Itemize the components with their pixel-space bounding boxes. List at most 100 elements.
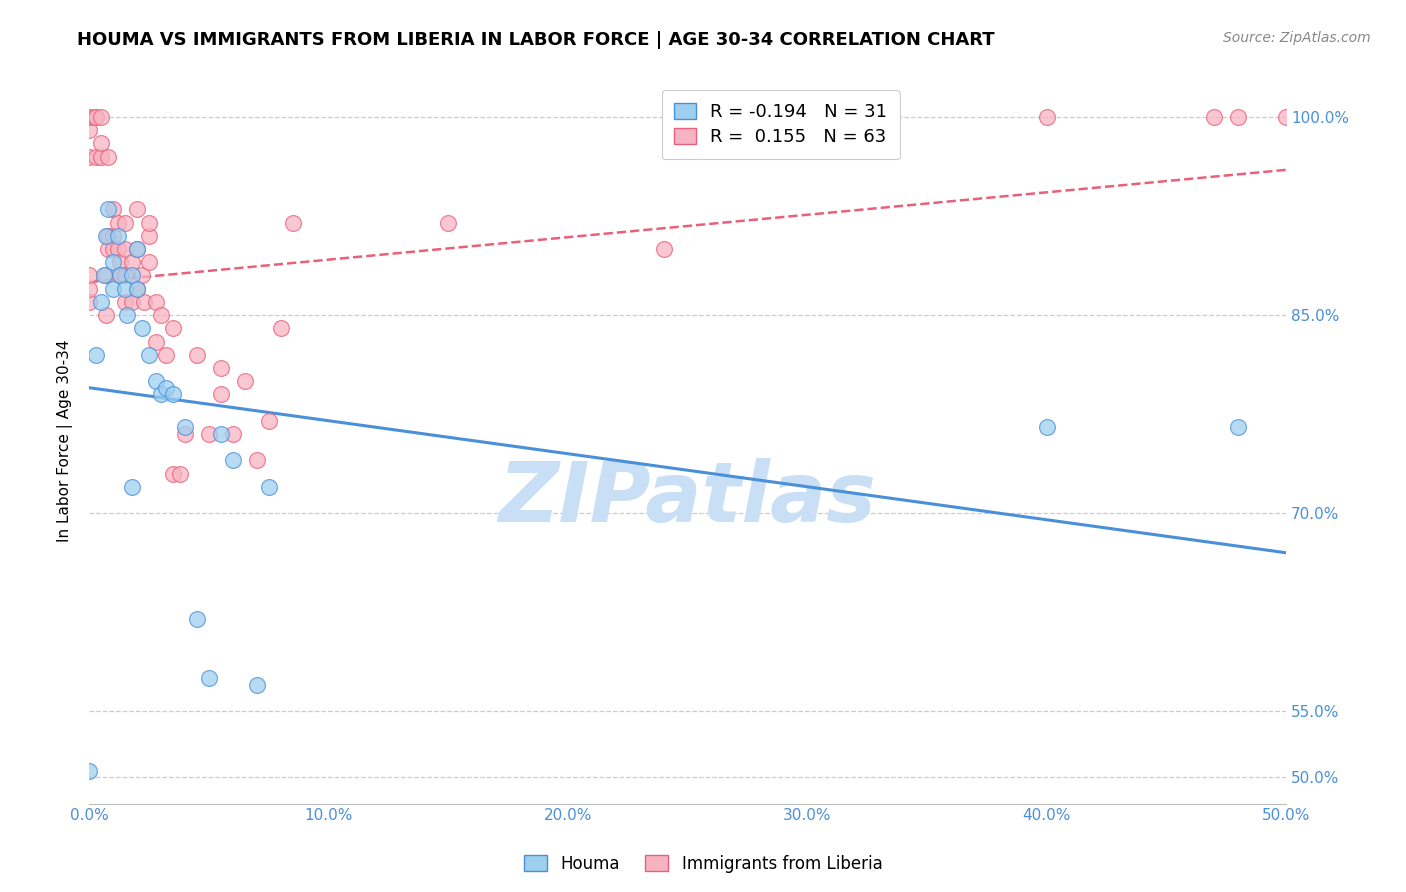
Houma bbox=[1035, 420, 1057, 434]
Immigrants from Liberia bbox=[270, 321, 292, 335]
Houma bbox=[90, 294, 112, 309]
Immigrants from Liberia bbox=[233, 374, 256, 388]
Immigrants from Liberia bbox=[107, 216, 129, 230]
Houma bbox=[145, 374, 167, 388]
Immigrants from Liberia bbox=[149, 308, 172, 322]
Legend: R = -0.194   N = 31, R =  0.155   N = 63: R = -0.194 N = 31, R = 0.155 N = 63 bbox=[662, 90, 900, 159]
Immigrants from Liberia bbox=[77, 294, 100, 309]
Immigrants from Liberia bbox=[114, 268, 136, 283]
Houma bbox=[101, 282, 124, 296]
Immigrants from Liberia bbox=[138, 255, 160, 269]
Houma bbox=[138, 348, 160, 362]
Houma bbox=[93, 268, 115, 283]
Immigrants from Liberia bbox=[134, 294, 156, 309]
Immigrants from Liberia bbox=[90, 110, 112, 124]
Immigrants from Liberia bbox=[162, 321, 184, 335]
Immigrants from Liberia bbox=[652, 242, 675, 256]
Houma bbox=[86, 348, 108, 362]
Immigrants from Liberia bbox=[101, 228, 124, 243]
Immigrants from Liberia bbox=[1227, 110, 1250, 124]
Immigrants from Liberia bbox=[222, 426, 245, 441]
Immigrants from Liberia bbox=[97, 150, 120, 164]
Immigrants from Liberia bbox=[101, 202, 124, 217]
Immigrants from Liberia bbox=[94, 268, 117, 283]
Immigrants from Liberia bbox=[83, 110, 105, 124]
Houma bbox=[121, 480, 143, 494]
Houma bbox=[186, 612, 208, 626]
Houma bbox=[1227, 420, 1250, 434]
Text: ZIPatlas: ZIPatlas bbox=[499, 458, 876, 539]
Houma bbox=[174, 420, 197, 434]
Immigrants from Liberia bbox=[155, 348, 177, 362]
Text: HOUMA VS IMMIGRANTS FROM LIBERIA IN LABOR FORCE | AGE 30-34 CORRELATION CHART: HOUMA VS IMMIGRANTS FROM LIBERIA IN LABO… bbox=[77, 31, 995, 49]
Immigrants from Liberia bbox=[121, 255, 143, 269]
Immigrants from Liberia bbox=[101, 242, 124, 256]
Immigrants from Liberia bbox=[97, 228, 120, 243]
Immigrants from Liberia bbox=[246, 453, 269, 467]
Immigrants from Liberia bbox=[125, 242, 148, 256]
Immigrants from Liberia bbox=[198, 426, 221, 441]
Immigrants from Liberia bbox=[94, 308, 117, 322]
Houma bbox=[198, 671, 221, 685]
Immigrants from Liberia bbox=[77, 282, 100, 296]
Immigrants from Liberia bbox=[796, 110, 818, 124]
Immigrants from Liberia bbox=[209, 387, 232, 401]
Houma bbox=[246, 678, 269, 692]
Immigrants from Liberia bbox=[77, 268, 100, 283]
Houma bbox=[222, 453, 245, 467]
Immigrants from Liberia bbox=[125, 282, 148, 296]
Immigrants from Liberia bbox=[114, 294, 136, 309]
Immigrants from Liberia bbox=[145, 334, 167, 349]
Immigrants from Liberia bbox=[125, 202, 148, 217]
Immigrants from Liberia bbox=[77, 110, 100, 124]
Houma bbox=[94, 228, 117, 243]
Immigrants from Liberia bbox=[169, 467, 191, 481]
Text: Source: ZipAtlas.com: Source: ZipAtlas.com bbox=[1223, 31, 1371, 45]
Houma bbox=[209, 426, 232, 441]
Immigrants from Liberia bbox=[174, 426, 197, 441]
Houma bbox=[117, 308, 139, 322]
Immigrants from Liberia bbox=[162, 467, 184, 481]
Houma bbox=[110, 268, 132, 283]
Houma bbox=[149, 387, 172, 401]
Immigrants from Liberia bbox=[209, 360, 232, 375]
Immigrants from Liberia bbox=[186, 348, 208, 362]
Immigrants from Liberia bbox=[1275, 110, 1298, 124]
Immigrants from Liberia bbox=[77, 123, 100, 137]
Legend: Houma, Immigrants from Liberia: Houma, Immigrants from Liberia bbox=[517, 848, 889, 880]
Y-axis label: In Labor Force | Age 30-34: In Labor Force | Age 30-34 bbox=[58, 339, 73, 541]
Immigrants from Liberia bbox=[281, 216, 304, 230]
Immigrants from Liberia bbox=[107, 242, 129, 256]
Immigrants from Liberia bbox=[257, 414, 280, 428]
Immigrants from Liberia bbox=[138, 216, 160, 230]
Houma bbox=[121, 268, 143, 283]
Immigrants from Liberia bbox=[90, 136, 112, 151]
Immigrants from Liberia bbox=[110, 268, 132, 283]
Immigrants from Liberia bbox=[1035, 110, 1057, 124]
Immigrants from Liberia bbox=[437, 216, 460, 230]
Immigrants from Liberia bbox=[114, 216, 136, 230]
Houma bbox=[257, 480, 280, 494]
Immigrants from Liberia bbox=[1204, 110, 1226, 124]
Immigrants from Liberia bbox=[121, 294, 143, 309]
Houma bbox=[107, 228, 129, 243]
Houma bbox=[162, 387, 184, 401]
Houma bbox=[125, 242, 148, 256]
Immigrants from Liberia bbox=[86, 110, 108, 124]
Immigrants from Liberia bbox=[138, 228, 160, 243]
Houma bbox=[125, 282, 148, 296]
Immigrants from Liberia bbox=[145, 294, 167, 309]
Immigrants from Liberia bbox=[114, 242, 136, 256]
Houma bbox=[77, 764, 100, 778]
Immigrants from Liberia bbox=[131, 268, 153, 283]
Immigrants from Liberia bbox=[97, 242, 120, 256]
Houma bbox=[131, 321, 153, 335]
Immigrants from Liberia bbox=[110, 255, 132, 269]
Houma bbox=[101, 255, 124, 269]
Immigrants from Liberia bbox=[86, 150, 108, 164]
Immigrants from Liberia bbox=[90, 150, 112, 164]
Houma bbox=[114, 282, 136, 296]
Houma bbox=[97, 202, 120, 217]
Immigrants from Liberia bbox=[77, 150, 100, 164]
Houma bbox=[155, 381, 177, 395]
